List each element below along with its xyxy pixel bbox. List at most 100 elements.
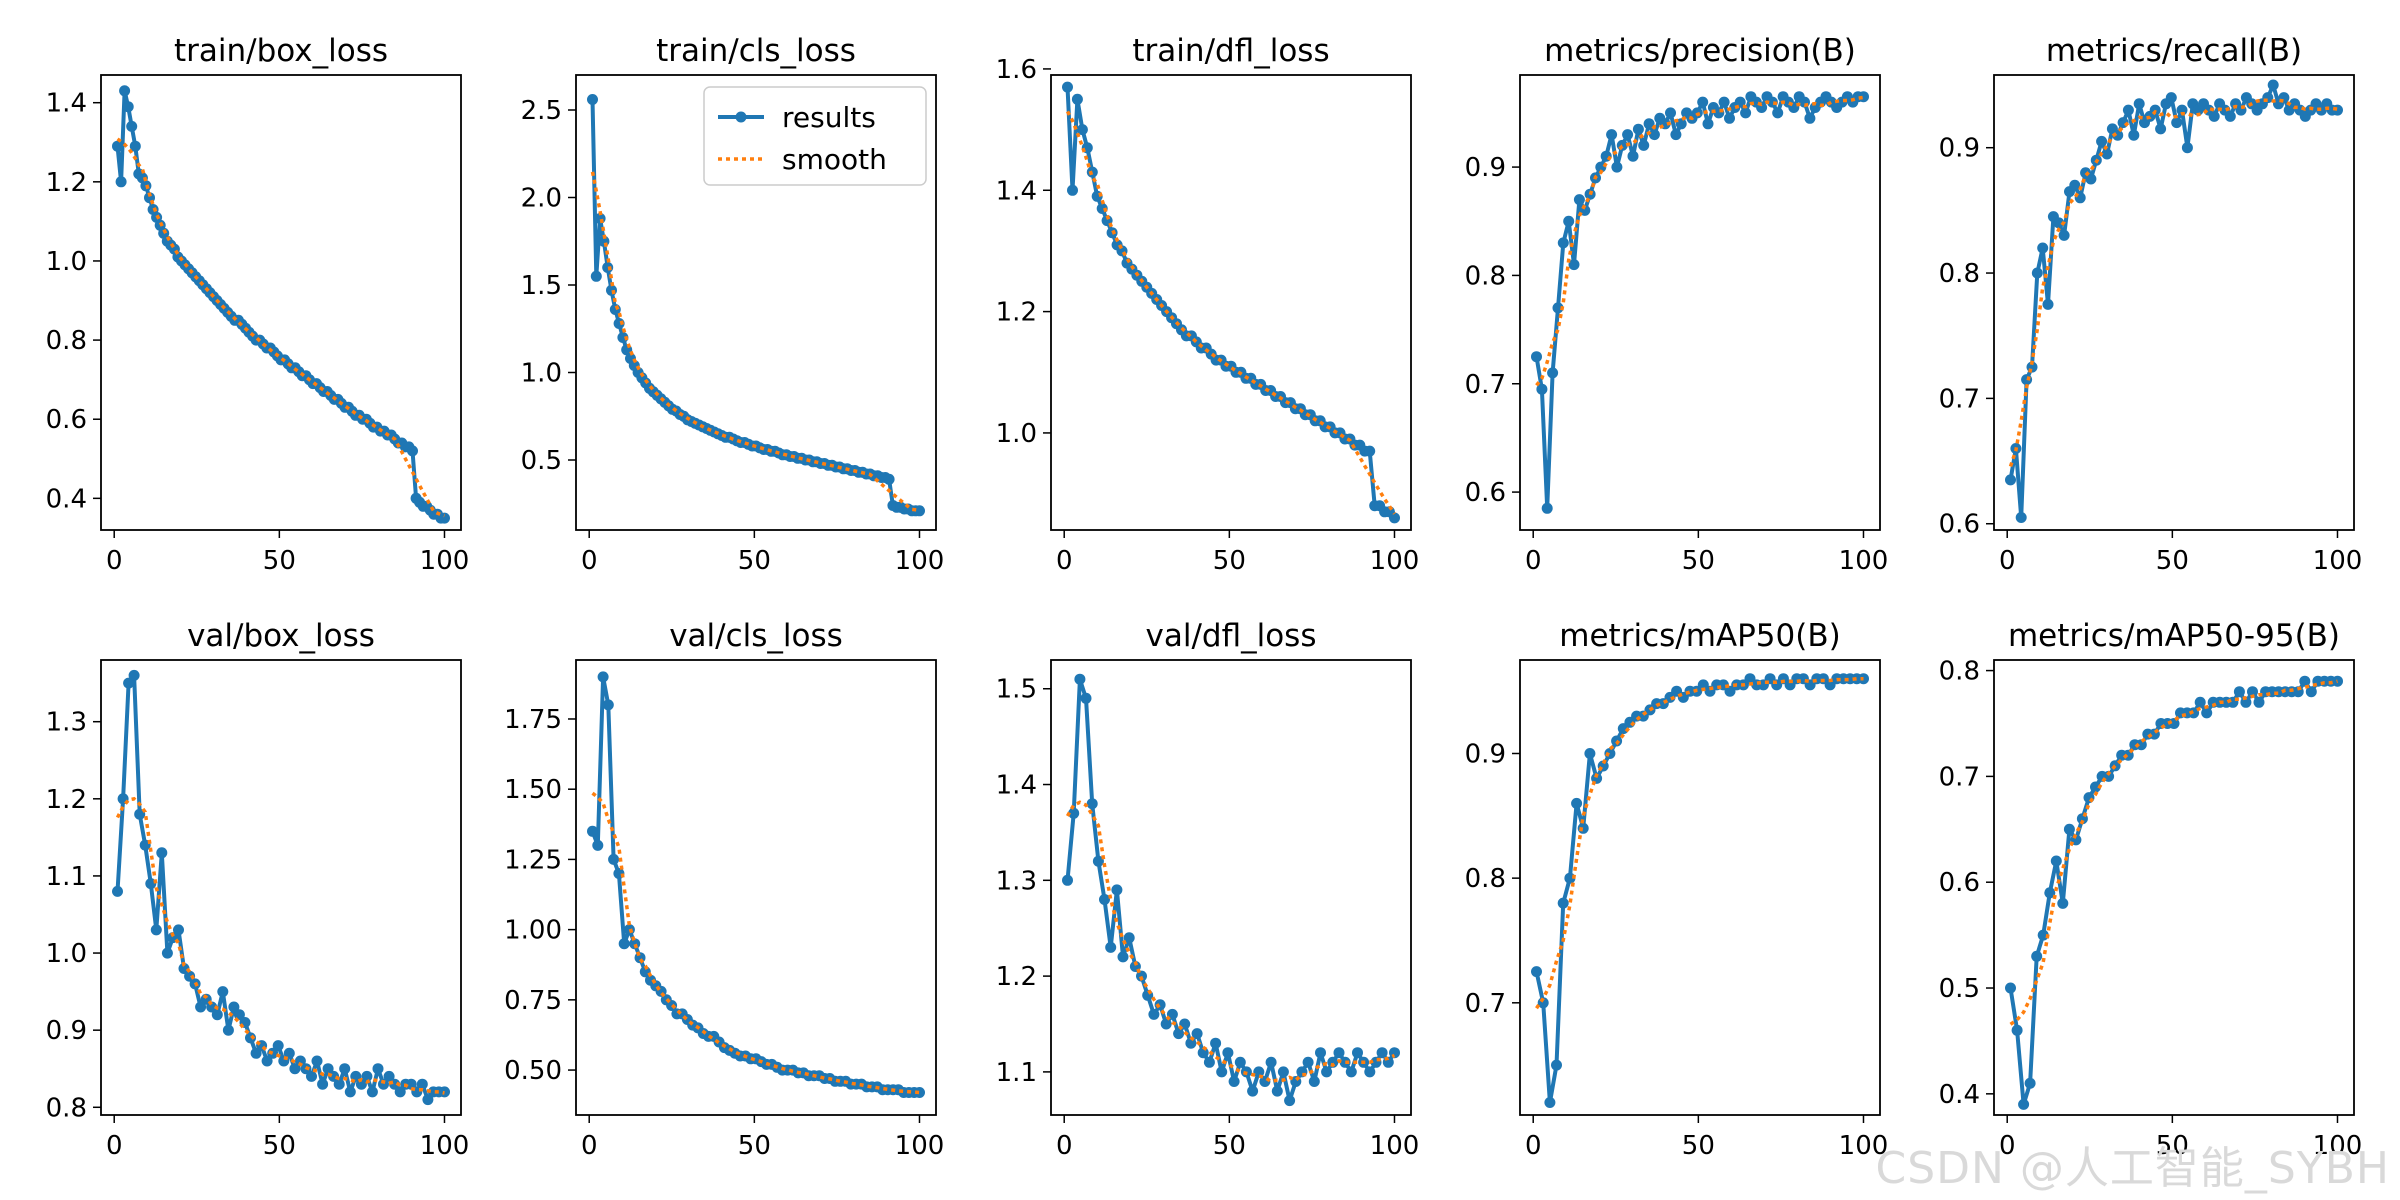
results-point — [2005, 982, 2016, 994]
results-point — [333, 1078, 345, 1090]
results-point — [1123, 932, 1135, 944]
x-tick-label: 50 — [738, 546, 771, 576]
y-tick-label: 0.8 — [1465, 864, 1506, 894]
results-point — [112, 885, 123, 897]
results-point — [2305, 686, 2317, 698]
results-point — [2069, 179, 2081, 191]
x-tick-label: 100 — [895, 1131, 945, 1161]
results-point — [1117, 951, 1129, 963]
results-point — [2133, 98, 2145, 110]
results-point — [289, 1063, 301, 1075]
results-point — [195, 1001, 207, 1013]
x-tick-label: 100 — [1839, 1131, 1889, 1161]
results-point — [2181, 142, 2193, 154]
y-tick-label: 2.0 — [521, 184, 562, 214]
y-tick-label: 1.5 — [521, 271, 562, 301]
results-point — [2247, 686, 2258, 698]
results-point — [1092, 855, 1104, 867]
results-point — [1670, 129, 1682, 141]
results-point — [1804, 112, 1816, 124]
y-tick-label: 0.8 — [1939, 259, 1980, 289]
results-point — [1308, 1076, 1320, 1087]
results-line — [115, 673, 445, 1102]
y-tick-label: 0.8 — [1465, 261, 1506, 291]
results-point — [272, 1040, 284, 1052]
x-tick-label: 50 — [1682, 1131, 1715, 1161]
results-point — [1734, 96, 1746, 108]
x-tick-label: 100 — [2313, 546, 2363, 576]
results-point — [597, 671, 609, 683]
subplot-title: val/dfl_loss — [1146, 618, 1317, 654]
results-point — [1191, 1028, 1203, 1040]
y-tick-label: 1.4 — [46, 89, 87, 119]
results-point — [2128, 129, 2140, 141]
y-tick-label: 0.4 — [1939, 1080, 1980, 1110]
y-tick-label: 1.0 — [46, 247, 87, 277]
y-tick-label: 1.0 — [46, 939, 87, 969]
subplot-metrics_map50_95: metrics/mAP50-95(B) 0 50 100 0.4 0.5 0.6 0.7 0.8 — [1939, 618, 2363, 1161]
results-point — [1136, 970, 1147, 982]
results-point — [1315, 1047, 1326, 1059]
watermark-text: CSDN @人工智能_SYBH — [1875, 1143, 2390, 1194]
subplot-val_box_loss: val/box_loss 0 50 100 0.8 0.9 1.0 1.1 1.2 1.3 — [46, 618, 470, 1161]
results-point — [2096, 135, 2108, 147]
x-tick-label: 0 — [1056, 546, 1073, 576]
plot-area — [1062, 673, 1400, 1107]
results-point — [2015, 512, 2027, 523]
legend-smooth-label: smooth — [782, 143, 887, 176]
smooth-line — [2009, 679, 2338, 1026]
x-tick-label: 100 — [1370, 1131, 1420, 1161]
x-tick-label: 50 — [1213, 1131, 1246, 1161]
plot-area — [2005, 675, 2343, 1110]
results-point — [1551, 1059, 1562, 1071]
x-tick-label: 0 — [1999, 1131, 2016, 1161]
results-point — [587, 94, 598, 105]
results-point — [2135, 739, 2147, 751]
y-tick-label: 1.75 — [504, 705, 562, 735]
results-point — [2208, 110, 2220, 122]
x-tick-label: 100 — [2313, 1131, 2363, 1161]
subplot-metrics_recall: metrics/recall(B) 0 50 100 0.6 0.7 0.8 0.9 — [1939, 33, 2363, 576]
smooth-line — [1535, 676, 1864, 1010]
plot-area — [112, 85, 450, 524]
results-point — [1632, 123, 1644, 135]
subplot-train_cls_loss: train/cls_loss 0 50 100 0.5 1.0 1.5 2.0 2.5 resul… — [521, 33, 945, 576]
results-point — [250, 1047, 262, 1059]
results-point — [1724, 112, 1735, 124]
results-point — [1062, 81, 1073, 93]
x-tick-label: 50 — [1682, 546, 1715, 576]
results-point — [2058, 229, 2070, 241]
subplot-title: metrics/mAP50-95(B) — [2008, 618, 2340, 654]
plot-area — [112, 669, 450, 1106]
plot-area — [2005, 79, 2343, 523]
subplot-title: metrics/recall(B) — [2046, 33, 2302, 69]
y-tick-label: 0.8 — [46, 1093, 87, 1123]
results-point — [1284, 1095, 1296, 1107]
subplot-metrics_map50: metrics/mAP50(B) 0 50 100 0.7 0.8 0.9 — [1465, 618, 1889, 1161]
y-tick-label: 1.2 — [46, 168, 87, 198]
subplot-val_cls_loss: val/cls_loss 0 50 100 0.50 0.75 1.00 1.25 1.50 1.… — [504, 618, 944, 1161]
results-point — [1352, 1047, 1363, 1059]
results-point — [407, 445, 418, 457]
y-tick-label: 0.75 — [504, 986, 562, 1016]
legend: results smooth — [703, 86, 927, 186]
x-tick-label: 50 — [2156, 546, 2189, 576]
results-line — [590, 674, 920, 1095]
results-point — [112, 140, 123, 152]
y-tick-label: 0.8 — [46, 326, 87, 356]
results-point — [2165, 92, 2177, 104]
x-tick-label: 50 — [263, 1131, 296, 1161]
results-point — [119, 85, 131, 97]
results-point — [2053, 217, 2065, 229]
results-point — [2171, 117, 2183, 129]
x-tick-label: 50 — [263, 546, 296, 576]
x-tick-label: 0 — [1525, 1131, 1542, 1161]
y-tick-label: 1.1 — [996, 1058, 1037, 1088]
results-point — [1339, 1056, 1351, 1068]
results-point — [1638, 139, 1650, 151]
results-point — [2155, 123, 2167, 135]
smooth-line — [1065, 110, 1396, 515]
plot-frame — [1993, 74, 2355, 531]
results-point — [1611, 161, 1623, 173]
results-point — [261, 1055, 273, 1067]
